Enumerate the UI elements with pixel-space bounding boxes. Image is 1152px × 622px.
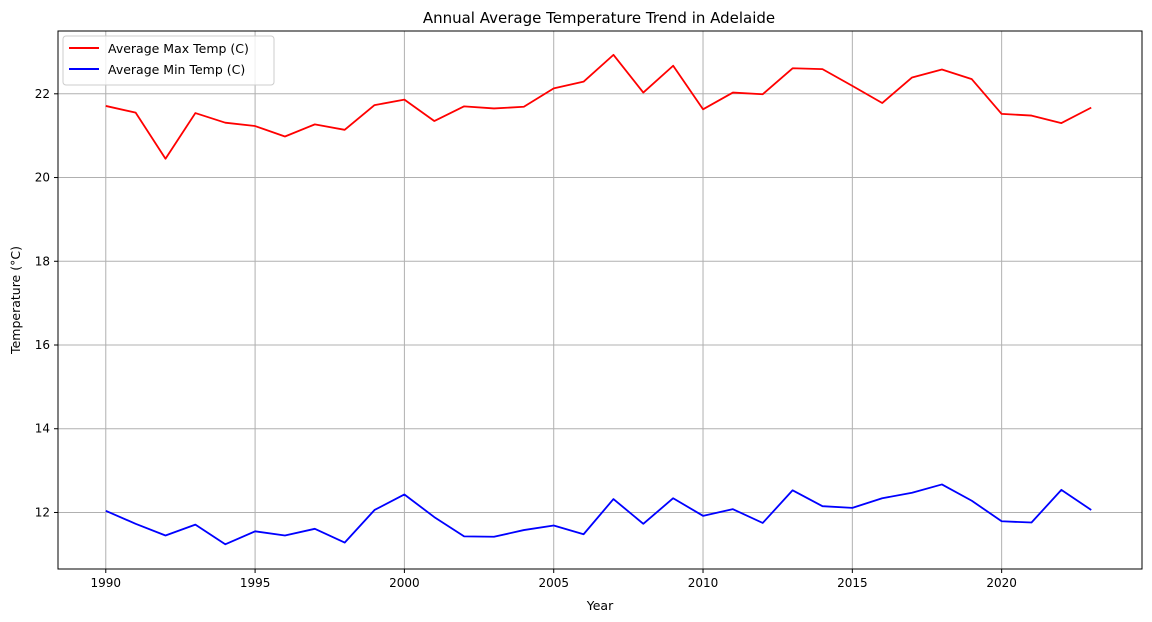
y-tick-label-14: 14 [35, 422, 50, 436]
y-tick-label-16: 16 [35, 338, 50, 352]
legend-label-max-temp: Average Max Temp (C) [108, 41, 249, 56]
series-line-1 [105, 483, 1092, 546]
y-tick-label-18: 18 [35, 254, 50, 268]
x-tick-label-2010: 2010 [688, 576, 719, 590]
grid-lines [58, 31, 1142, 569]
x-tick-label-1990: 1990 [91, 576, 122, 590]
legend-box [62, 35, 275, 86]
x-tick-label-2000: 2000 [389, 576, 420, 590]
legend: Average Max Temp (C) Average Min Temp (C… [62, 35, 275, 86]
y-axis-label: Temperature (°C) [8, 246, 23, 355]
x-tick-label-2020: 2020 [986, 576, 1017, 590]
series-lines [105, 53, 1092, 546]
x-tick-label-1995: 1995 [240, 576, 271, 590]
x-tick-label-2015: 2015 [837, 576, 868, 590]
legend-label-min-temp: Average Min Temp (C) [108, 62, 245, 77]
x-axis-label: Year [586, 598, 614, 613]
chart-title: Annual Average Temperature Trend in Adel… [423, 9, 775, 27]
series-line-0 [105, 53, 1092, 160]
plot-area-frame [57, 30, 1143, 570]
x-tick-label-2005: 2005 [538, 576, 569, 590]
y-tick-label-22: 22 [35, 87, 50, 101]
y-tick-label-12: 12 [35, 505, 50, 519]
y-tick-label-20: 20 [35, 171, 50, 185]
axis-ticks: 1990 1995 2000 2005 2010 2015 2020 12 14 16 18 20 22 [35, 87, 1017, 590]
